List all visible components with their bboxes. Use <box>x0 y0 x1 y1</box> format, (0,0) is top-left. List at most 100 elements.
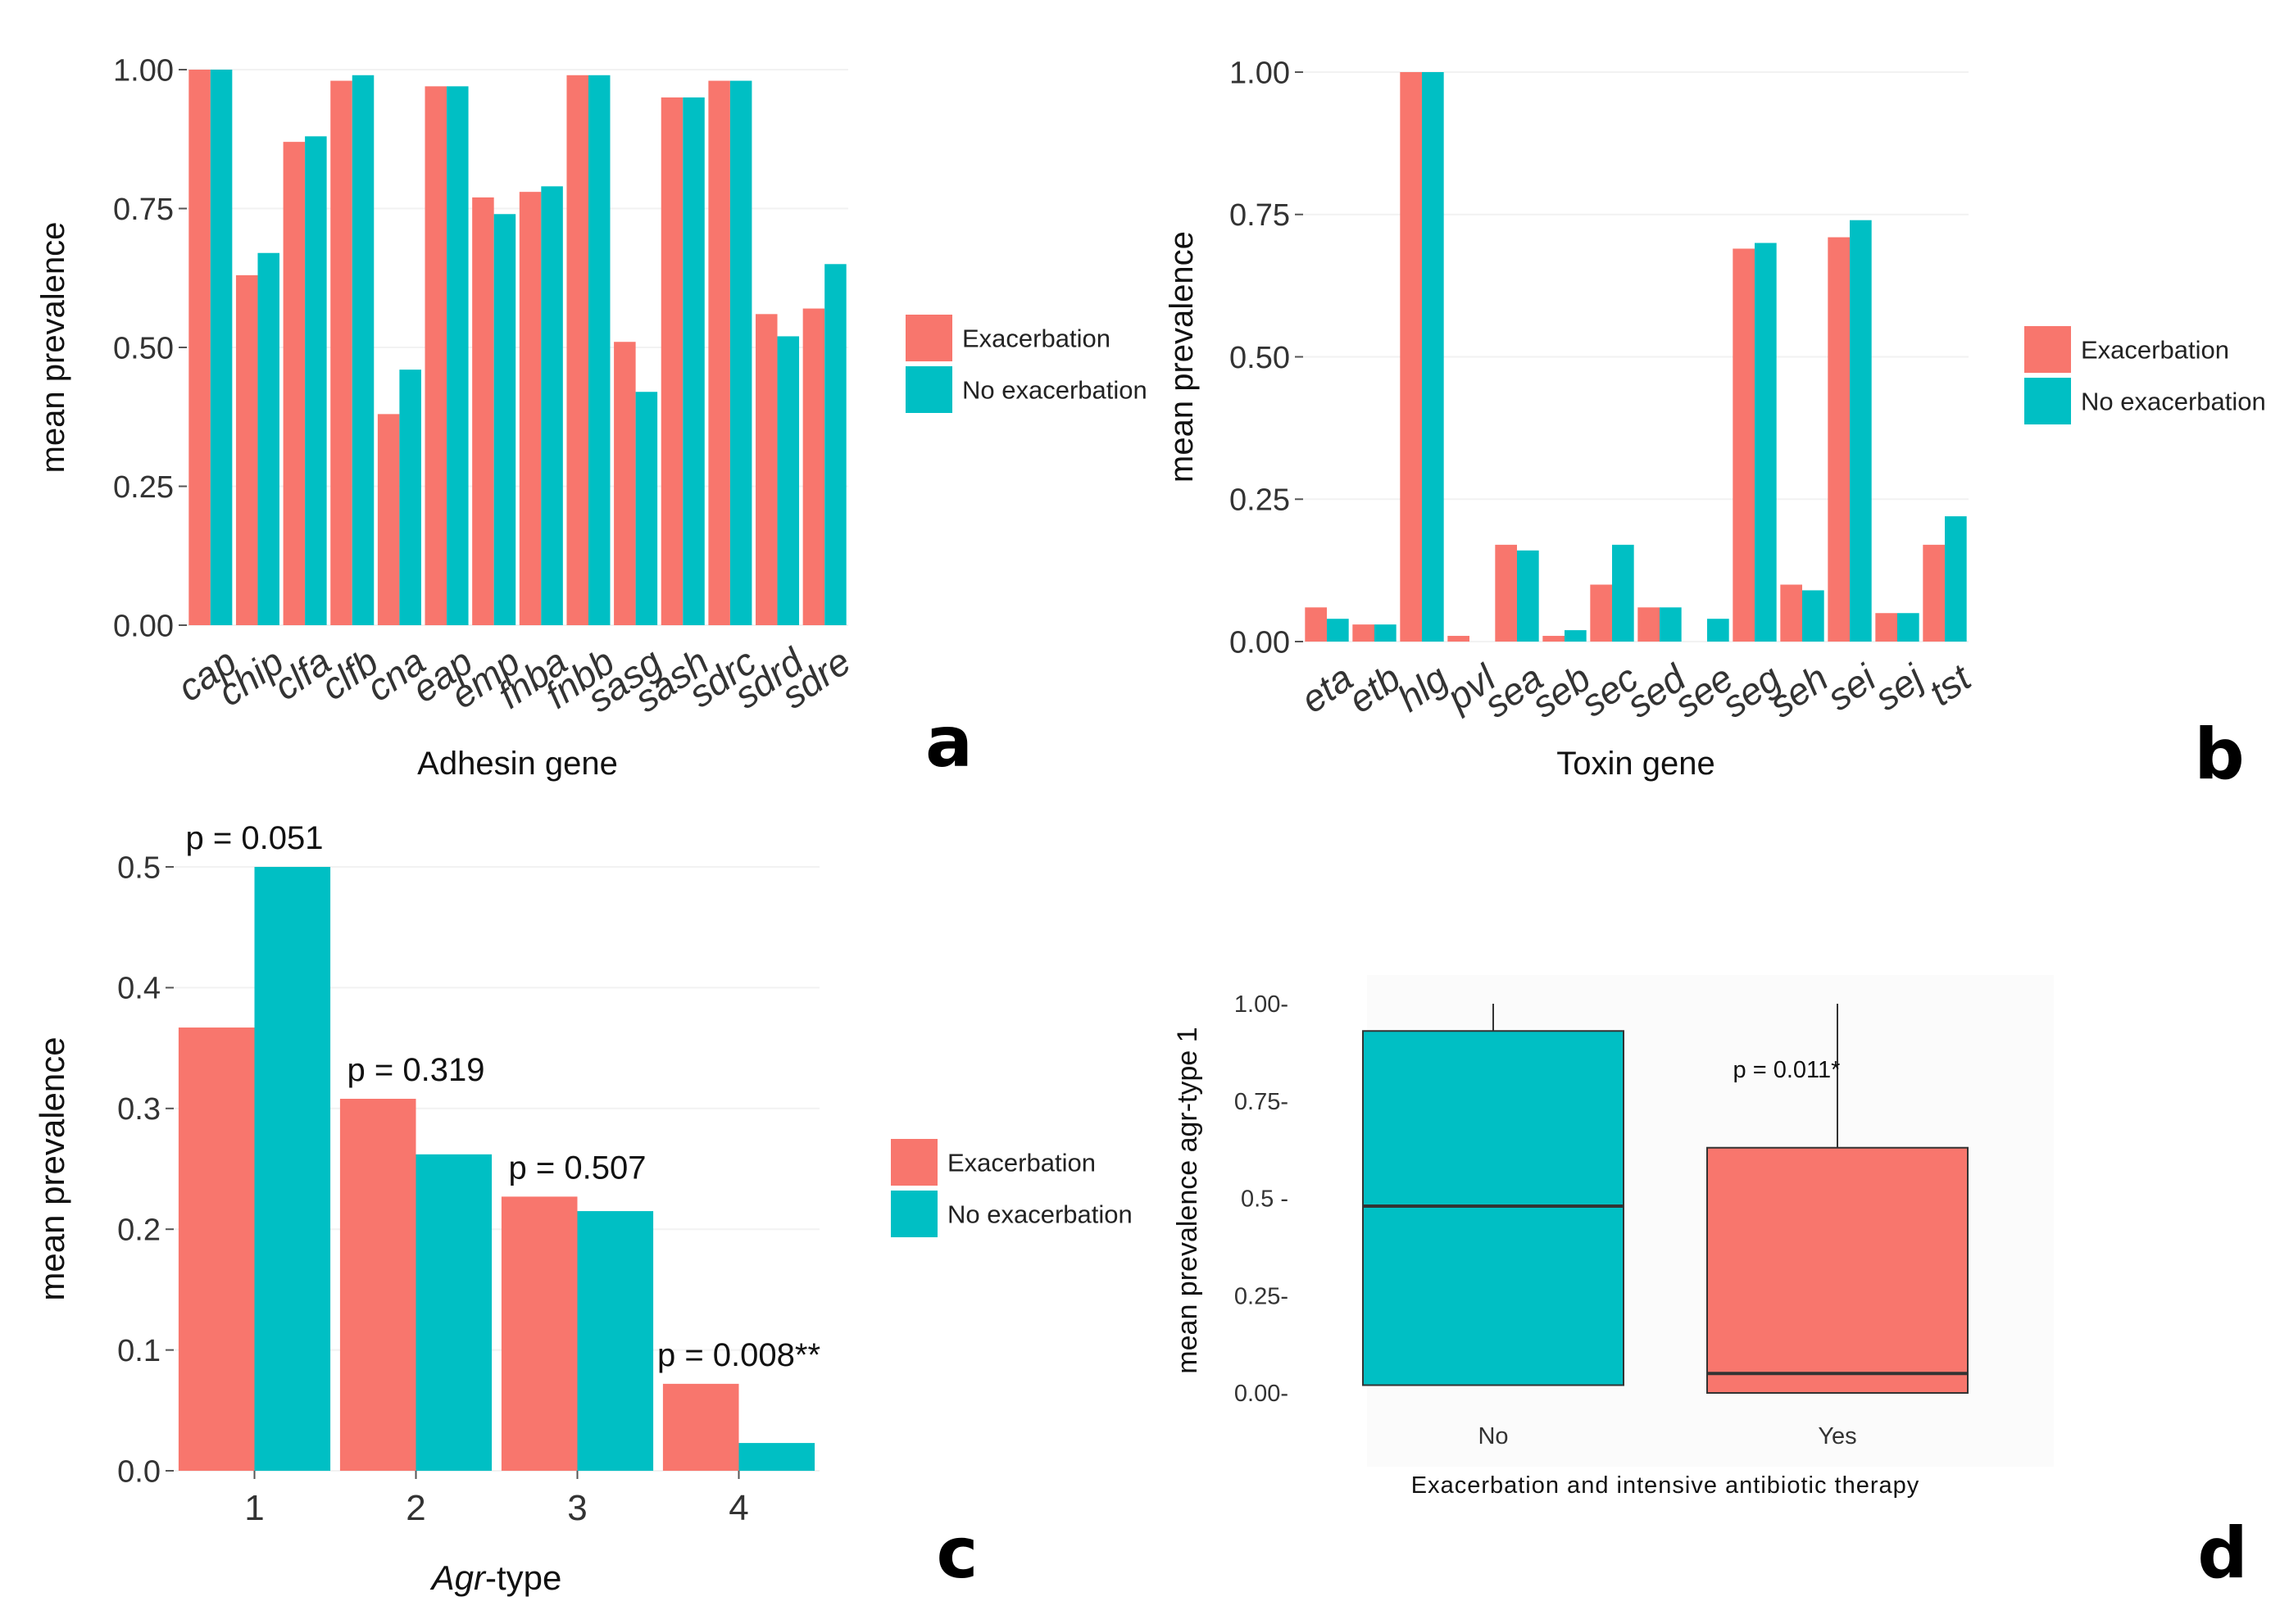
bar-no-exacerbation-tst <box>1945 516 1967 642</box>
p-value-annotation: p = 0.319 <box>347 1052 485 1088</box>
p-value-annotation: p = 0.011* <box>1733 1057 1841 1083</box>
x-tick-label: No <box>1478 1423 1508 1449</box>
bar-exacerbation-4 <box>662 1383 739 1471</box>
x-tick-label: 3 <box>567 1488 587 1528</box>
bar-no-exacerbation-eap <box>447 86 469 626</box>
bar-exacerbation-seb <box>1542 636 1565 642</box>
panel-b-toxin-chart: 0.000.250.500.751.00etaetbhlgpvlseasebse… <box>1164 48 2266 782</box>
x-axis-title: Toxin gene <box>1556 746 1714 782</box>
legend-swatch-no-exacerbation <box>891 1191 938 1237</box>
panel-letter-c: c <box>937 1513 979 1595</box>
y-tick-label: 0.50 <box>1229 341 1290 375</box>
bar-exacerbation-3 <box>501 1196 578 1471</box>
y-tick-label: 0.2 <box>117 1213 161 1248</box>
legend-label: No exacerbation <box>2081 387 2266 415</box>
y-tick-label: 0.4 <box>117 972 161 1006</box>
bar-no-exacerbation-sej <box>1897 613 1919 642</box>
y-tick-label: 0.75- <box>1234 1089 1288 1115</box>
y-tick-label: 0.75 <box>113 193 174 227</box>
y-tick-label: 0.25- <box>1234 1283 1288 1309</box>
bar-exacerbation-sed <box>1637 607 1660 642</box>
bar-exacerbation-sec <box>1590 584 1612 642</box>
x-axis-title: Agr-type <box>429 1558 562 1597</box>
bar-no-exacerbation-clfa <box>305 136 327 626</box>
x-axis-title-italic: Agr <box>429 1558 487 1597</box>
bar-no-exacerbation-sdre <box>824 264 847 625</box>
y-tick-label: 0.00 <box>1229 625 1290 660</box>
bar-no-exacerbation-sash <box>683 97 705 625</box>
y-tick-label: 1.00 <box>113 53 174 88</box>
bar-exacerbation-emp <box>472 197 494 625</box>
bar-no-exacerbation-see <box>1707 619 1729 642</box>
bar-no-exacerbation-sdrc <box>729 80 752 625</box>
y-tick-label: 0.3 <box>117 1092 161 1127</box>
bar-no-exacerbation-etb <box>1374 624 1397 642</box>
x-tick-label: 1 <box>244 1488 264 1528</box>
panel-c-agr-type-chart: 0.0 0.1 0.2 0.3 0.4 0.5 1 2 3 4 mean prevalence Agr… <box>33 820 1133 1597</box>
y-tick-label: 1.00 <box>1229 56 1290 90</box>
x-axis-title: Exacerbation and intensive antibiotic th… <box>1411 1472 1920 1499</box>
box-yes <box>1706 1146 1969 1394</box>
bar-no-exacerbation-fnbb <box>588 75 611 625</box>
panel-a-adhesin-chart: 0.000.250.500.751.00capchipclfaclfbcnaea… <box>35 45 1147 782</box>
bar-no-exacerbation-cap <box>210 70 233 625</box>
bar-no-exacerbation-3 <box>577 1211 654 1471</box>
bar-exacerbation-etb <box>1352 624 1374 642</box>
panel-letters: a b c d <box>925 701 2248 1595</box>
legend-swatch-exacerbation <box>891 1139 938 1186</box>
bar-exacerbation-sej <box>1875 613 1897 642</box>
y-tick-label: 0.1 <box>117 1334 161 1368</box>
y-axis-title: mean prevalence agr-type 1 <box>1172 1027 1203 1373</box>
legend-swatch-exacerbation <box>2024 326 2071 373</box>
bar-no-exacerbation-chip <box>257 252 279 625</box>
legend-swatch-exacerbation <box>906 315 952 361</box>
bar-no-exacerbation-clfb <box>352 75 375 625</box>
bar-exacerbation-fnba <box>519 192 542 625</box>
bar-exacerbation-sdre <box>802 308 825 625</box>
legend-label: Exacerbation <box>962 324 1110 352</box>
y-tick-label: 0.75 <box>1229 198 1290 233</box>
bar-no-exacerbation-cna <box>399 370 421 625</box>
box-no <box>1362 1030 1624 1386</box>
x-tick-label: 2 <box>406 1488 425 1528</box>
bar-exacerbation-pvl <box>1447 636 1469 642</box>
bar-no-exacerbation-eta <box>1327 619 1349 642</box>
bar-exacerbation-eta <box>1305 607 1327 642</box>
p-value-annotation: p = 0.507 <box>509 1150 647 1186</box>
bar-no-exacerbation-2 <box>416 1154 493 1471</box>
y-tick-label: 0.5 <box>117 851 161 885</box>
y-axis-title: mean prevalence <box>1164 231 1200 483</box>
bar-no-exacerbation-4 <box>738 1443 815 1471</box>
bar-exacerbation-tst <box>1923 544 1945 642</box>
bar-exacerbation-eap <box>425 86 447 626</box>
y-tick-label: 0.00- <box>1234 1381 1288 1407</box>
x-tick-label: Yes <box>1818 1423 1856 1449</box>
legend-label: No exacerbation <box>947 1200 1133 1228</box>
bar-exacerbation-fnbb <box>566 75 588 625</box>
panel-d-boxplot: 0.00- 0.25- 0.5 - 0.75- 1.00- No Yes p = 0.011*… <box>1172 975 2054 1499</box>
p-value-annotation: p = 0.008** <box>657 1337 820 1373</box>
bar-no-exacerbation-sasg <box>635 392 658 625</box>
bar-no-exacerbation-sea <box>1517 550 1539 642</box>
legend-swatch-no-exacerbation <box>2024 378 2071 424</box>
x-axis-title: Adhesin gene <box>417 746 618 782</box>
x-tick-label: tst <box>1921 655 1979 714</box>
y-tick-label: 0.5 - <box>1241 1186 1288 1213</box>
y-tick-label: 0.25 <box>113 470 174 505</box>
panel-letter-d: d <box>2197 1513 2248 1595</box>
x-tick-label: sej <box>1867 655 1932 719</box>
bar-no-exacerbation-emp <box>493 214 516 625</box>
bar-exacerbation-sasg <box>614 342 636 625</box>
panel-letter-b: b <box>2194 714 2245 796</box>
legend-label: No exacerbation <box>962 375 1147 404</box>
panel-letter-a: a <box>925 701 973 783</box>
bar-exacerbation-sdrc <box>708 80 730 625</box>
bar-no-exacerbation-sei <box>1850 220 1872 642</box>
bar-no-exacerbation-seh <box>1802 590 1824 642</box>
bar-exacerbation-hlg <box>1400 72 1422 642</box>
bar-exacerbation-seg <box>1733 248 1755 642</box>
bar-no-exacerbation-sed <box>1660 607 1682 642</box>
bar-exacerbation-sdrd <box>756 314 778 625</box>
bar-no-exacerbation-sec <box>1612 544 1634 642</box>
